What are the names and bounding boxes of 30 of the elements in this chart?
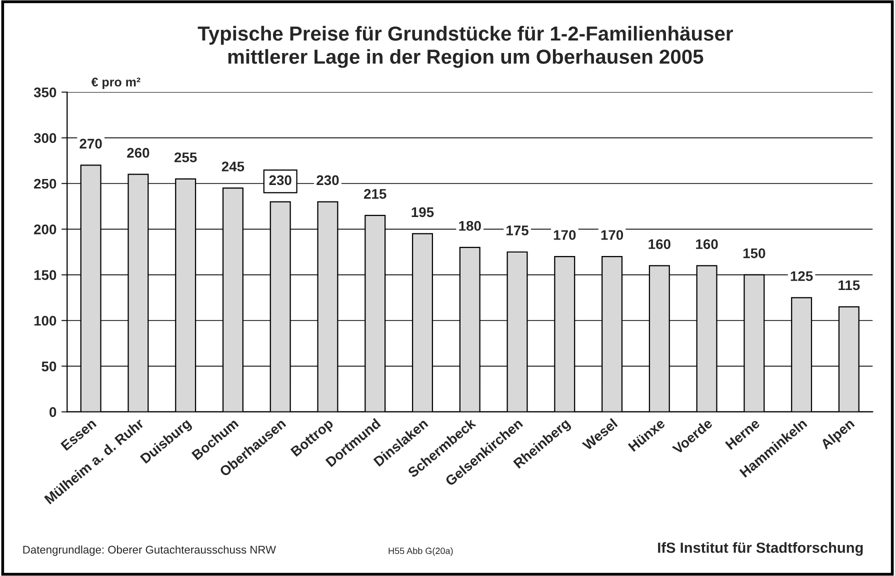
y-tick-label: 150: [34, 270, 56, 280]
y-tick-label: 200: [34, 224, 56, 234]
data-label: 270: [80, 138, 102, 149]
y-tick-label: 350: [34, 87, 56, 98]
data-label: 125: [790, 271, 813, 282]
data-label: 170: [601, 230, 624, 240]
data-label: 255: [174, 152, 197, 162]
annotation: 230: [269, 175, 292, 186]
data-label: 170: [554, 230, 576, 240]
data-label: 160: [648, 239, 670, 250]
text: H55 Abb G(20a): [388, 547, 453, 556]
y-axis-title: € pro m²: [91, 78, 140, 89]
y-tick-label: 250: [34, 178, 56, 189]
y-tick-label: 100: [34, 316, 56, 326]
y-tick-label: 50: [42, 362, 56, 372]
y-tick-label: 0: [50, 407, 56, 418]
y-tick-label: 300: [34, 133, 56, 144]
data-label: 260: [127, 148, 150, 158]
data-label: 245: [222, 162, 244, 172]
data-label: 160: [696, 239, 718, 250]
data-label: 150: [743, 248, 766, 258]
chart-title: Typische Preise für Grundstücke für 1-2-Familienhäuser mittlerer Lage in der Region um Oberhausen 2005: [198, 26, 733, 68]
data-label: 215: [364, 188, 386, 199]
data-label: 230: [316, 175, 339, 186]
data-label: 195: [412, 207, 434, 218]
text: IfS Institut für Stadtforschung: [658, 542, 863, 556]
data-label: 175: [506, 226, 528, 236]
data-label: 180: [459, 220, 481, 231]
data-label: 115: [838, 280, 860, 290]
text: Datengrundlage: Oberer Gutachterausschuss NRW: [23, 545, 276, 556]
